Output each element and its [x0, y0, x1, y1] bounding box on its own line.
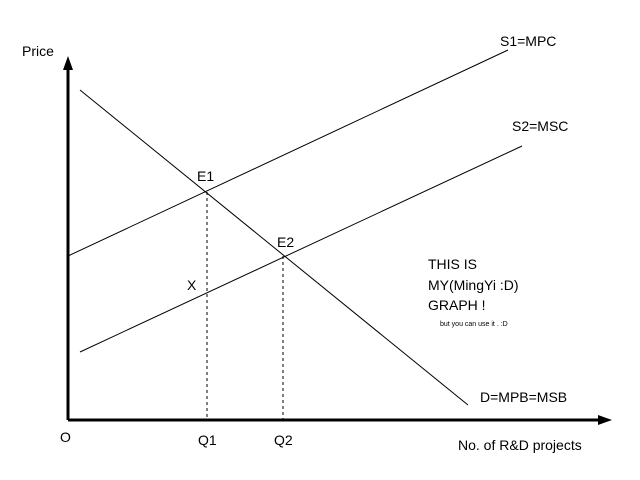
- e2-label: E2: [277, 234, 294, 250]
- x-arrow: [598, 415, 612, 425]
- s1-line: [67, 49, 509, 257]
- x-point-label: X: [187, 277, 197, 293]
- d-label: D=MPB=MSB: [480, 389, 567, 405]
- origin-label: O: [60, 429, 71, 445]
- note-line: GRAPH !: [428, 297, 486, 313]
- x-label: No. of R&D projects: [458, 437, 582, 453]
- y-arrow: [63, 56, 73, 70]
- q2-label: Q2: [274, 432, 293, 448]
- y-label: Price: [22, 43, 54, 59]
- s2-label: S2=MSC: [512, 118, 568, 134]
- d-line: [79, 89, 469, 406]
- q1-label: Q1: [198, 432, 217, 448]
- note-line: THIS IS: [428, 256, 477, 272]
- note-small: but you can use it . :D: [440, 321, 508, 328]
- s1-label: S1=MPC: [500, 33, 556, 49]
- e1-label: E1: [197, 168, 214, 184]
- note-line: MY(MingYi :D): [428, 277, 519, 293]
- s2-line: [79, 145, 523, 353]
